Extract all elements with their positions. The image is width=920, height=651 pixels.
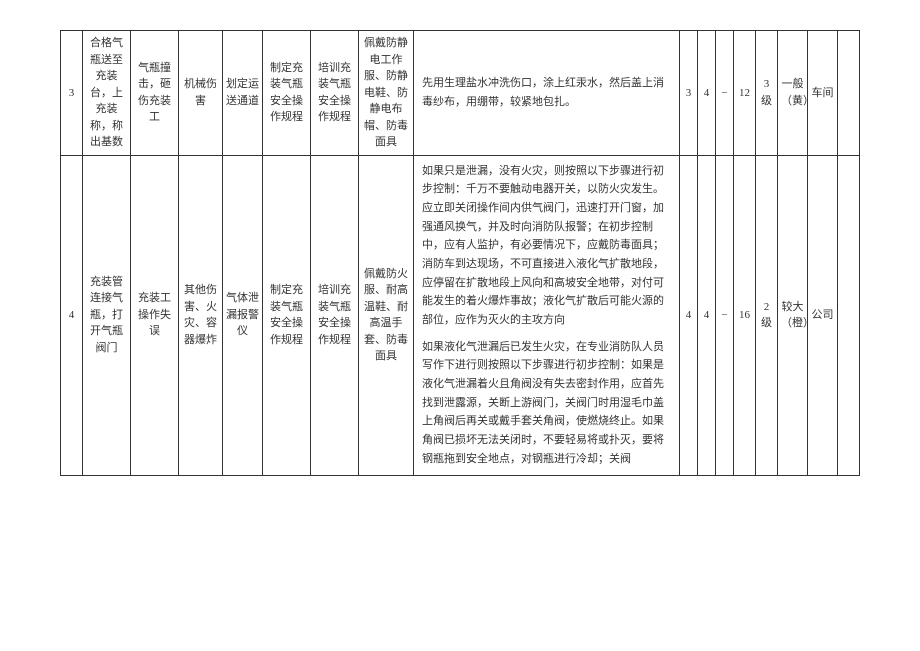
cell-step: 合格气瓶送至充装台，上充装称，称出基数	[83, 31, 131, 156]
table-row: 3 合格气瓶送至充装台，上充装称，称出基数 气瓶撞击，砸伤充装工 机械伤害 划定…	[61, 31, 860, 156]
cell-eng: 划定运送通道	[223, 31, 263, 156]
risk-table: 3 合格气瓶送至充装台，上充装称，称出基数 气瓶撞击，砸伤充装工 机械伤害 划定…	[60, 30, 860, 476]
cell-color: 较大（橙）	[778, 155, 808, 475]
cell-level: 2级	[756, 155, 778, 475]
emergency-para-a: 如果只是泄漏，没有火灾，则按照以下步骤进行初步控制：千万不要触动电器开关，以防火…	[422, 162, 671, 330]
cell-hazard: 充装工操作失误	[131, 155, 179, 475]
cell-hazard: 气瓶撞击，砸伤充装工	[131, 31, 179, 156]
cell-blank	[838, 155, 860, 475]
cell-train: 培训充装气瓶安全操作规程	[311, 31, 359, 156]
cell-ppe: 佩戴防静电工作服、防静电鞋、防静电布帽、防毒面具	[359, 31, 414, 156]
cell-color: 一般（黄）	[778, 31, 808, 156]
emergency-para-a: 先用生理盐水冲洗伤口，涂上红汞水，然后盖上消毒纱布，用绷带，较紧地包扎。	[422, 74, 671, 111]
cell-l: 4	[680, 155, 698, 475]
cell-s: 4	[698, 155, 716, 475]
cell-harm: 其他伤害、火灾、容器爆炸	[179, 155, 223, 475]
cell-eng: 气体泄漏报警仪	[223, 155, 263, 475]
cell-r: 12	[734, 31, 756, 156]
cell-harm: 机械伤害	[179, 31, 223, 156]
cell-step: 充装管连接气瓶，打开气瓶阀门	[83, 155, 131, 475]
cell-ppe: 佩戴防火服、耐高温鞋、耐高温手套、防毒面具	[359, 155, 414, 475]
cell-train: 培训充装气瓶安全操作规程	[311, 155, 359, 475]
cell-r: 16	[734, 155, 756, 475]
emergency-para-b: 如果液化气泄漏后已发生火灾，在专业消防队人员写作下进行则按照以下步骤进行初步控制…	[422, 338, 671, 469]
cell-level: 3级	[756, 31, 778, 156]
cell-l: 3	[680, 31, 698, 156]
cell-s: 4	[698, 31, 716, 156]
cell-mgmt: 制定充装气瓶安全操作规程	[263, 155, 311, 475]
cell-resp: 公司	[808, 155, 838, 475]
cell-emergency: 先用生理盐水冲洗伤口，涂上红汞水，然后盖上消毒纱布，用绷带，较紧地包扎。	[414, 31, 680, 156]
cell-mgmt: 制定充装气瓶安全操作规程	[263, 31, 311, 156]
cell-index: 4	[61, 155, 83, 475]
cell-index: 3	[61, 31, 83, 156]
cell-blank	[838, 31, 860, 156]
cell-resp: 车间	[808, 31, 838, 156]
table-row: 4 充装管连接气瓶，打开气瓶阀门 充装工操作失误 其他伤害、火灾、容器爆炸 气体…	[61, 155, 860, 475]
cell-sep: −	[716, 155, 734, 475]
cell-sep: −	[716, 31, 734, 156]
cell-emergency: 如果只是泄漏，没有火灾，则按照以下步骤进行初步控制：千万不要触动电器开关，以防火…	[414, 155, 680, 475]
